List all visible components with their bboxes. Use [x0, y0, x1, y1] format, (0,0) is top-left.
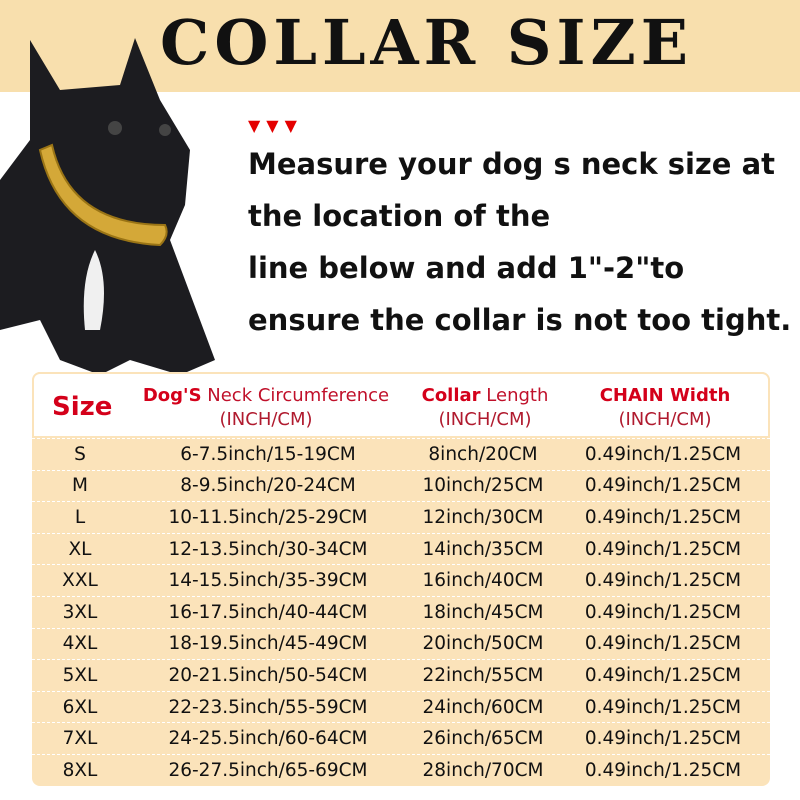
header-size: Size [52, 392, 113, 422]
collar-length-cell: 10inch/25CM [422, 475, 544, 497]
chain-width-cell: 0.49inch/1.25CM [584, 538, 742, 560]
instruction-line: line below and add 1"-2"to [248, 251, 685, 285]
table-row: 4XL 18-19.5inch/45-49CM 20inch/50CM 0.49inc… [32, 627, 770, 660]
collar-length-cell: 8inch/20CM [428, 443, 538, 465]
collar-length-cell: 28inch/70CM [422, 759, 544, 781]
neck-cell: 18-19.5inch/45-49CM [168, 633, 368, 655]
collar-length-cell: 22inch/55CM [422, 664, 544, 686]
collar-length-cell: 20inch/50CM [422, 633, 544, 655]
neck-cell: 26-27.5inch/65-69CM [168, 759, 368, 781]
header-collar-rest: Length [480, 385, 549, 406]
size-cell: XL [68, 538, 92, 560]
table-row: 3XL 16-17.5inch/40-44CM 18inch/45CM 0.49inc… [32, 595, 770, 628]
header-collar-unit: (INCH/CM) [438, 409, 532, 430]
header-chain: CHAIN Width (INCH/CM) [560, 384, 770, 432]
page-title: COLLAR SIZE [160, 6, 694, 79]
neck-cell: 16-17.5inch/40-44CM [168, 601, 368, 623]
collar-length-cell: 26inch/65CM [422, 728, 544, 750]
collar-length-cell: 12inch/30CM [422, 506, 544, 528]
chain-width-cell: 0.49inch/1.25CM [584, 633, 742, 655]
table-row: XL 12-13.5inch/30-34CM 14inch/35CM 0.49inch… [32, 532, 770, 565]
header-collar: Collar Length (INCH/CM) [410, 384, 560, 432]
size-cell: 8XL [62, 759, 98, 781]
neck-cell: 6-7.5inch/15-19CM [180, 443, 356, 465]
chain-width-cell: 0.49inch/1.25CM [584, 664, 742, 686]
collar-length-cell: 14inch/35CM [422, 538, 544, 560]
size-cell: 7XL [62, 728, 98, 750]
chain-width-cell: 0.49inch/1.25CM [584, 506, 742, 528]
table-body: S 6-7.5inch/15-19CM 8inch/20CM 0.49inch/1.2… [32, 438, 770, 786]
instruction-line: the location of the [248, 199, 551, 233]
table-row: L 10-11.5inch/25-29CM 12inch/30CM 0.49inch/… [32, 501, 770, 533]
chain-width-cell: 0.49inch/1.25CM [584, 475, 742, 497]
table-row: 6XL 22-23.5inch/55-59CM 24inch/60CM 0.49inc… [32, 690, 770, 723]
size-cell: L [74, 506, 86, 528]
arrow-indicators: ▼▼▼ [248, 116, 303, 135]
size-cell: 6XL [62, 696, 98, 718]
neck-cell: 20-21.5inch/50-54CM [168, 664, 368, 686]
instruction-line: Measure your dog s neck size at [248, 147, 775, 181]
collar-length-cell: 18inch/45CM [422, 601, 544, 623]
size-cell: S [74, 443, 86, 465]
dog-photo [0, 38, 215, 375]
collar-length-cell: 24inch/60CM [422, 696, 544, 718]
chain-width-cell: 0.49inch/1.25CM [584, 570, 742, 592]
measure-instructions: Measure your dog s neck size at the loca… [248, 138, 792, 346]
instruction-line: ensure the collar is not too tight. [248, 303, 792, 337]
header-neck-rest: Neck Circumference [201, 385, 390, 406]
collar-length-cell: 16inch/40CM [422, 570, 544, 592]
neck-cell: 10-11.5inch/25-29CM [168, 506, 368, 528]
chain-width-cell: 0.49inch/1.25CM [584, 443, 742, 465]
table-header: Size Dog'S Neck Circumference (INCH/CM) … [32, 372, 770, 438]
chain-width-cell: 0.49inch/1.25CM [584, 601, 742, 623]
table-row: 5XL 20-21.5inch/50-54CM 22inch/55CM 0.49inc… [32, 659, 770, 691]
size-cell: M [72, 475, 88, 497]
size-cell: 4XL [62, 633, 98, 655]
size-cell: 3XL [62, 601, 98, 623]
neck-cell: 24-25.5inch/60-64CM [168, 728, 368, 750]
chain-width-cell: 0.49inch/1.25CM [584, 696, 742, 718]
header-neck: Dog'S Neck Circumference (INCH/CM) [126, 384, 406, 432]
table-row: XXL 14-15.5inch/35-39CM 16inch/40CM 0.49inc… [32, 564, 770, 596]
table-row: S 6-7.5inch/15-19CM 8inch/20CM 0.49inch/1.2… [32, 438, 770, 470]
table-row: 8XL 26-27.5inch/65-69CM 28inch/70CM 0.49inc… [32, 753, 770, 786]
neck-cell: 8-9.5inch/20-24CM [180, 475, 356, 497]
chain-width-cell: 0.49inch/1.25CM [584, 759, 742, 781]
table-row: 7XL 24-25.5inch/60-64CM 26inch/65CM 0.49inc… [32, 722, 770, 754]
neck-cell: 22-23.5inch/55-59CM [168, 696, 368, 718]
header-collar-bold: Collar [421, 385, 481, 406]
header-chain-bold: CHAIN Width [599, 385, 731, 406]
size-cell: 5XL [62, 664, 98, 686]
header-chain-unit: (INCH/CM) [618, 409, 712, 430]
table-row: M 8-9.5inch/20-24CM 10inch/25CM 0.49inch/1.… [32, 469, 770, 502]
size-table: Size Dog'S Neck Circumference (INCH/CM) … [32, 372, 770, 786]
chain-width-cell: 0.49inch/1.25CM [584, 728, 742, 750]
header-neck-bold: Dog'S [142, 385, 202, 406]
neck-cell: 12-13.5inch/30-34CM [168, 538, 368, 560]
neck-cell: 14-15.5inch/35-39CM [168, 570, 368, 592]
header-neck-unit: (INCH/CM) [219, 409, 313, 430]
size-cell: XXL [62, 570, 98, 592]
